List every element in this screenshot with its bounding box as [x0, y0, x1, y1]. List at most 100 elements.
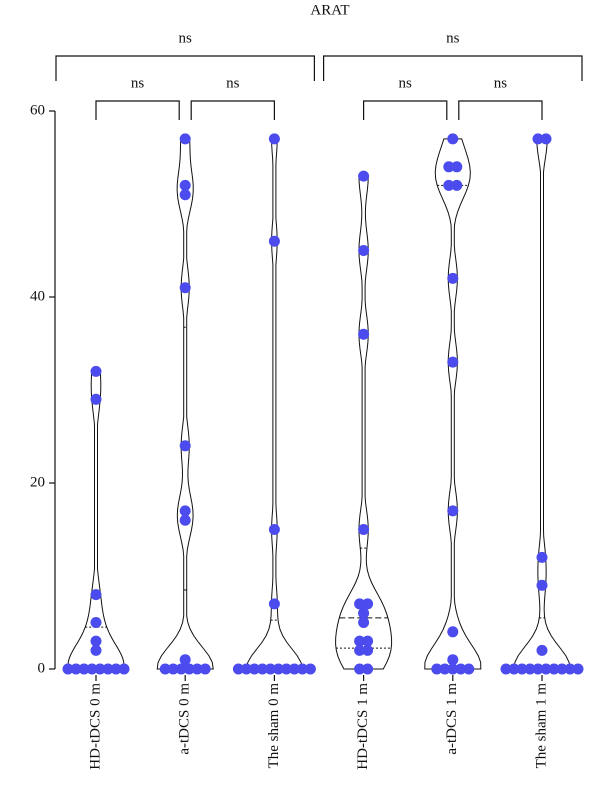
data-point	[572, 663, 584, 675]
y-tick-label: 0	[38, 660, 46, 676]
data-point	[183, 663, 195, 675]
data-point	[159, 663, 171, 675]
data-point	[362, 598, 374, 610]
data-point	[199, 663, 211, 675]
data-point	[70, 663, 82, 675]
data-point	[431, 663, 443, 675]
data-point	[500, 663, 512, 675]
data-point	[232, 663, 244, 675]
y-tick-label: 20	[30, 474, 45, 490]
data-point	[62, 663, 74, 675]
data-point	[268, 235, 280, 247]
data-point	[248, 663, 260, 675]
data-point	[272, 663, 284, 675]
significance-bracket	[363, 100, 448, 120]
data-point	[447, 663, 459, 675]
data-point	[358, 245, 370, 256]
data-point	[540, 133, 552, 145]
data-point	[256, 663, 268, 675]
significance-bracket	[190, 100, 275, 120]
data-point	[362, 644, 374, 656]
y-tick-label: 40	[30, 288, 45, 304]
data-point	[110, 663, 122, 675]
data-point	[443, 179, 455, 191]
data-point	[78, 663, 90, 675]
data-point	[532, 663, 544, 675]
data-point	[179, 189, 191, 201]
data-point	[179, 654, 191, 666]
data-point	[167, 663, 179, 675]
data-point	[90, 365, 102, 377]
data-point	[102, 663, 114, 675]
x-tick-label: a-tDCS 0 m	[177, 683, 193, 755]
significance-label: ns	[494, 75, 508, 91]
data-point	[540, 663, 552, 675]
significance-label: ns	[179, 30, 193, 46]
data-point	[86, 663, 98, 675]
significance-bracket	[95, 100, 180, 120]
data-point	[354, 663, 366, 675]
significance-bracket	[55, 55, 315, 81]
data-point	[354, 644, 366, 656]
data-point	[556, 663, 568, 675]
data-point	[358, 328, 370, 340]
data-point	[264, 663, 276, 675]
y-tick-label: 60	[30, 102, 45, 118]
data-point	[288, 663, 300, 675]
data-point	[118, 663, 130, 675]
data-point	[536, 579, 548, 591]
data-point	[268, 524, 280, 535]
data-point	[175, 663, 187, 675]
data-point	[304, 663, 316, 675]
data-point	[358, 617, 370, 628]
data-point	[455, 663, 467, 675]
data-point	[451, 161, 463, 173]
data-point	[532, 133, 544, 145]
data-point	[179, 514, 191, 526]
data-point	[358, 607, 370, 619]
data-point	[447, 626, 459, 638]
data-point	[536, 644, 548, 656]
significance-label: ns	[446, 30, 460, 46]
data-point	[90, 635, 102, 647]
significance-bracket	[323, 55, 583, 81]
violin	[424, 138, 482, 670]
x-tick-label: HD-tDCS 1 m	[355, 683, 371, 770]
data-point	[268, 133, 280, 145]
data-point	[358, 524, 370, 535]
data-point	[179, 440, 191, 452]
data-point	[508, 663, 520, 675]
data-point	[548, 663, 560, 675]
data-point	[354, 598, 366, 610]
data-point	[90, 644, 102, 656]
data-point	[358, 170, 370, 182]
significance-bracket	[458, 100, 543, 120]
data-point	[463, 663, 475, 675]
data-point	[179, 179, 191, 191]
data-point	[447, 505, 459, 517]
data-point	[90, 393, 102, 405]
data-point	[447, 133, 459, 145]
significance-label: ns	[131, 75, 145, 91]
data-point	[191, 663, 203, 675]
data-point	[268, 598, 280, 610]
data-point	[447, 356, 459, 368]
violin	[245, 138, 304, 670]
data-point	[354, 635, 366, 647]
significance-label: ns	[399, 75, 413, 91]
data-point	[280, 663, 292, 675]
data-point	[362, 663, 374, 675]
data-point	[296, 663, 308, 675]
data-point	[362, 635, 374, 647]
data-point	[90, 617, 102, 628]
x-tick-label: The sham 1 m	[533, 683, 549, 769]
data-point	[443, 161, 455, 173]
data-point	[524, 663, 536, 675]
data-point	[179, 505, 191, 517]
data-point	[240, 663, 252, 675]
data-point	[447, 654, 459, 666]
data-point	[516, 663, 528, 675]
data-point	[94, 663, 106, 675]
significance-label: ns	[226, 75, 240, 91]
